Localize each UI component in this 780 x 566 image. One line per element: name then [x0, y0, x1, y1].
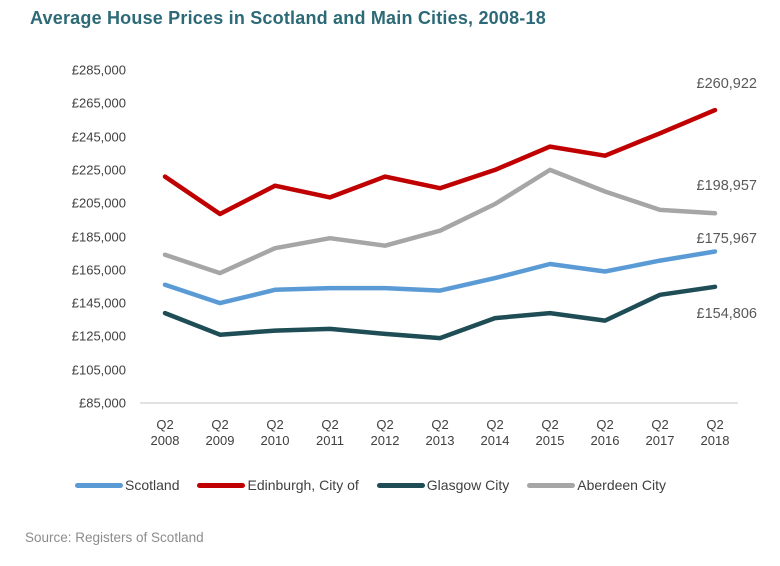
y-axis-tick-label: £125,000: [71, 328, 126, 344]
y-axis-tick-label: £245,000: [71, 129, 126, 145]
data-label-glasgow-city: £154,806: [696, 305, 757, 322]
x-axis-tick-label: Q2 2011: [316, 417, 344, 448]
legend-swatch: [75, 482, 123, 488]
data-label-edinburgh-city-of: £260,922: [696, 76, 757, 93]
y-axis-tick-label: £205,000: [71, 195, 126, 211]
legend-item-glasgow-city: Glasgow City: [376, 477, 510, 493]
legend-swatch: [197, 482, 246, 488]
y-axis-tick-label: £225,000: [71, 162, 126, 178]
y-axis-tick-label: £165,000: [71, 262, 126, 278]
line-scotland: [162, 249, 718, 306]
x-axis-tick-label: Q2 2013: [425, 417, 455, 448]
legend-label: Edinburgh, City of: [247, 477, 359, 493]
x-axis-tick-label: Q2 2016: [590, 417, 620, 448]
data-label-scotland: £175,967: [696, 230, 757, 247]
x-axis-tick-label: Q2 2008: [150, 417, 180, 448]
data-label-aberdeen-city: £198,957: [696, 178, 757, 195]
legend-item-aberdeen-city: Aberdeen City: [527, 477, 666, 493]
legend-label: Aberdeen City: [577, 477, 666, 493]
legend-item-scotland: Scotland: [75, 477, 179, 493]
x-axis-tick-label: Q2 2009: [205, 417, 235, 448]
x-axis-tick-label: Q2 2018: [700, 417, 730, 448]
y-axis-tick-label: £265,000: [71, 95, 126, 111]
y-axis-tick-label: £145,000: [71, 295, 126, 311]
y-axis-tick-label: £105,000: [71, 362, 126, 378]
line-edinburgh-city-of: [162, 107, 718, 217]
x-axis-tick-label: Q2 2012: [370, 417, 400, 448]
page-title: Average House Prices in Scotland and Mai…: [30, 8, 546, 28]
x-axis-tick-label: Q2 2017: [645, 417, 675, 448]
source-caption: Source: Registers of Scotland: [25, 530, 204, 545]
legend-swatch: [376, 482, 425, 488]
y-axis-tick-label: £185,000: [71, 229, 126, 244]
x-axis-tick-label: Q2 2015: [535, 417, 565, 448]
x-axis-tick-label: Q2 2014: [480, 417, 510, 448]
y-axis-tick-label: £85,000: [79, 395, 126, 411]
legend-label: Scotland: [125, 477, 180, 493]
legend-label: Glasgow City: [426, 477, 510, 493]
legend-swatch: [527, 482, 576, 488]
line-glasgow-city: [162, 284, 718, 341]
y-axis-tick-label: £285,000: [71, 62, 126, 78]
x-axis-tick-label: Q2 2010: [260, 417, 290, 448]
legend: Scotland Edinburgh, City of Glasgow City Ab…: [75, 477, 666, 493]
line-aberdeen-city: [162, 167, 718, 276]
legend-item-edinburgh-city-of: Edinburgh, City of: [197, 477, 359, 493]
